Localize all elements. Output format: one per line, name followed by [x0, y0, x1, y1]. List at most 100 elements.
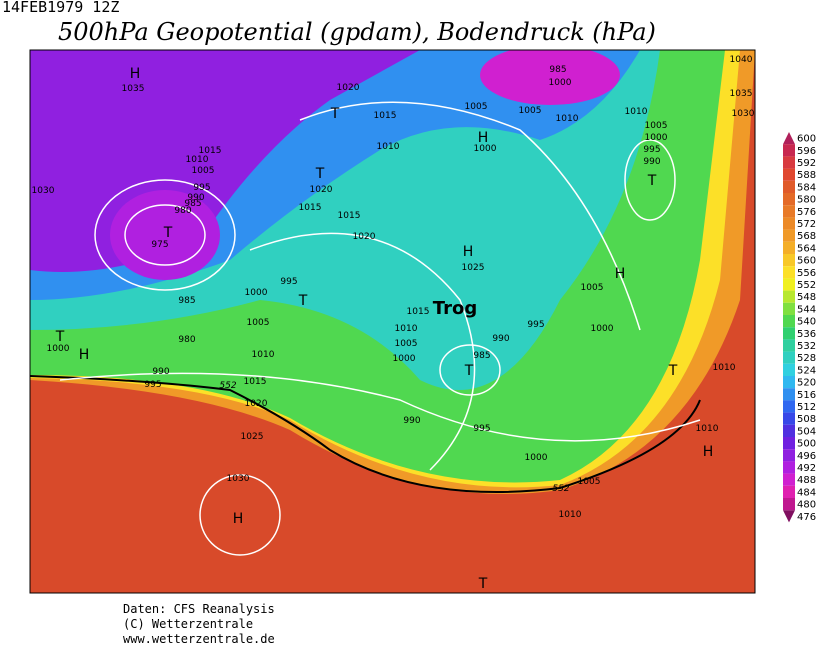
isobar-label: 1000 [474, 144, 497, 154]
map-border [29, 49, 756, 594]
pressure-center: T [330, 106, 340, 122]
isobar-label: 1020 [353, 232, 376, 242]
isobar-label: 1010 [559, 510, 582, 520]
isobar-label: 1010 [713, 363, 736, 373]
colorbar-swatch [783, 388, 795, 401]
colorbar-swatch [783, 376, 795, 389]
isobar-label: 1010 [186, 155, 209, 165]
isobar-label: 1025 [241, 432, 264, 442]
footer-line: (C) Wetterzentrale [123, 617, 253, 631]
colorbar-label: 600 [797, 134, 816, 145]
isobar-label: 1035 [122, 84, 145, 94]
isobar-label: 1010 [395, 324, 418, 334]
isobar-label: 995 [144, 380, 161, 390]
pressure-center: H [79, 347, 90, 363]
colorbar-label: 476 [797, 512, 816, 523]
isobar-label: 1020 [310, 185, 333, 195]
timestamp: 14FEB1979 12Z [2, 0, 119, 16]
colorbar-label: 568 [797, 231, 816, 242]
colorbar-label: 504 [797, 426, 816, 437]
colorbar-swatch [783, 461, 795, 474]
isobar-label: 985 [184, 199, 201, 209]
isobar-label: 990 [187, 193, 204, 203]
colorbar-swatch [783, 193, 795, 206]
pressure-center: H [463, 244, 474, 260]
colorbar-swatch [783, 205, 795, 218]
pressure-center: H [703, 444, 714, 460]
pressure-center: T [478, 576, 488, 592]
colorbar-label: 496 [797, 451, 816, 462]
isobar-label: 1005 [395, 339, 418, 349]
pressure-center: H [130, 66, 141, 82]
colorbar-label: 532 [797, 341, 816, 352]
colorbar-swatch [783, 315, 795, 328]
pressure-center: T [163, 225, 173, 241]
colorbar-label: 524 [797, 365, 816, 376]
colorbar-swatch [783, 400, 795, 413]
colorbar-label: 576 [797, 207, 816, 218]
title: 500hPa Geopotential (gpdam), Bodendruck … [58, 18, 656, 46]
footer-line: www.wetterzentrale.de [123, 632, 275, 646]
isobar-label: 1030 [227, 474, 250, 484]
isobar-label: 1000 [645, 133, 668, 143]
map [30, 50, 755, 593]
pressure-center: T [464, 363, 474, 379]
colorbar-label: 596 [797, 146, 816, 157]
colorbar-label: 552 [797, 280, 816, 291]
isobar-label: 1000 [525, 453, 548, 463]
isobar-label: 1000 [393, 354, 416, 364]
colorbar-label: 572 [797, 219, 816, 230]
isobar-label: 1025 [462, 263, 485, 273]
colorbar-label: 520 [797, 378, 816, 389]
isobar-label: 995 [193, 183, 210, 193]
isobar-label: 980 [174, 206, 191, 216]
isobar-label: 980 [178, 335, 195, 345]
isobar-label: 1000 [245, 288, 268, 298]
colorbar-swatch [783, 241, 795, 254]
colorbar-swatch [783, 302, 795, 315]
colorbar-label: 528 [797, 353, 816, 364]
pressure-center: H [233, 511, 244, 527]
colorbar-swatch [783, 473, 795, 486]
footer-line: Daten: CFS Reanalysis [123, 602, 275, 616]
colorbar-swatch [783, 132, 795, 145]
colorbar-swatch [783, 449, 795, 462]
isobar-label: 985 [178, 296, 195, 306]
colorbar-swatch [783, 339, 795, 352]
isobar-label: 1015 [199, 146, 222, 156]
isobar-label: 1040 [730, 55, 753, 65]
isobar-label: 995 [643, 145, 660, 155]
isobar-label: 985 [473, 351, 490, 361]
pressure-center: T [55, 329, 65, 345]
isobar-label: 1015 [374, 111, 397, 121]
colorbar-label: 508 [797, 414, 816, 425]
colorbar-swatch [783, 278, 795, 291]
colorbar-label: 480 [797, 500, 816, 511]
isobar-label: 1030 [32, 186, 55, 196]
colorbar-swatch [783, 229, 795, 242]
isobar-label: 1030 [732, 109, 755, 119]
colorbar-label: 512 [797, 402, 816, 413]
isobar-label: 1020 [245, 399, 268, 409]
isobar-label: 1015 [244, 377, 267, 387]
colorbar-swatch [783, 412, 795, 425]
pressure-center: T [315, 166, 325, 182]
contour-label: 552 [219, 381, 236, 391]
isobar-label: 1005 [519, 106, 542, 116]
isobar-label: 990 [403, 416, 420, 426]
colorbar-label: 544 [797, 304, 816, 315]
isobar-label: 995 [280, 277, 297, 287]
isobar-label: 995 [473, 424, 490, 434]
isobar-label: 1005 [581, 283, 604, 293]
pressure-center: H [615, 266, 626, 282]
colorbar-label: 592 [797, 158, 816, 169]
colorbar-swatch [783, 180, 795, 193]
colorbar-swatch [783, 254, 795, 267]
colorbar-swatch [783, 156, 795, 169]
colorbar-label: 536 [797, 329, 816, 340]
colorbar-swatch [783, 437, 795, 450]
colorbar-swatch [783, 510, 795, 523]
colorbar-swatch [783, 217, 795, 230]
isobar-label: 1010 [252, 350, 275, 360]
colorbar-label: 556 [797, 268, 816, 279]
